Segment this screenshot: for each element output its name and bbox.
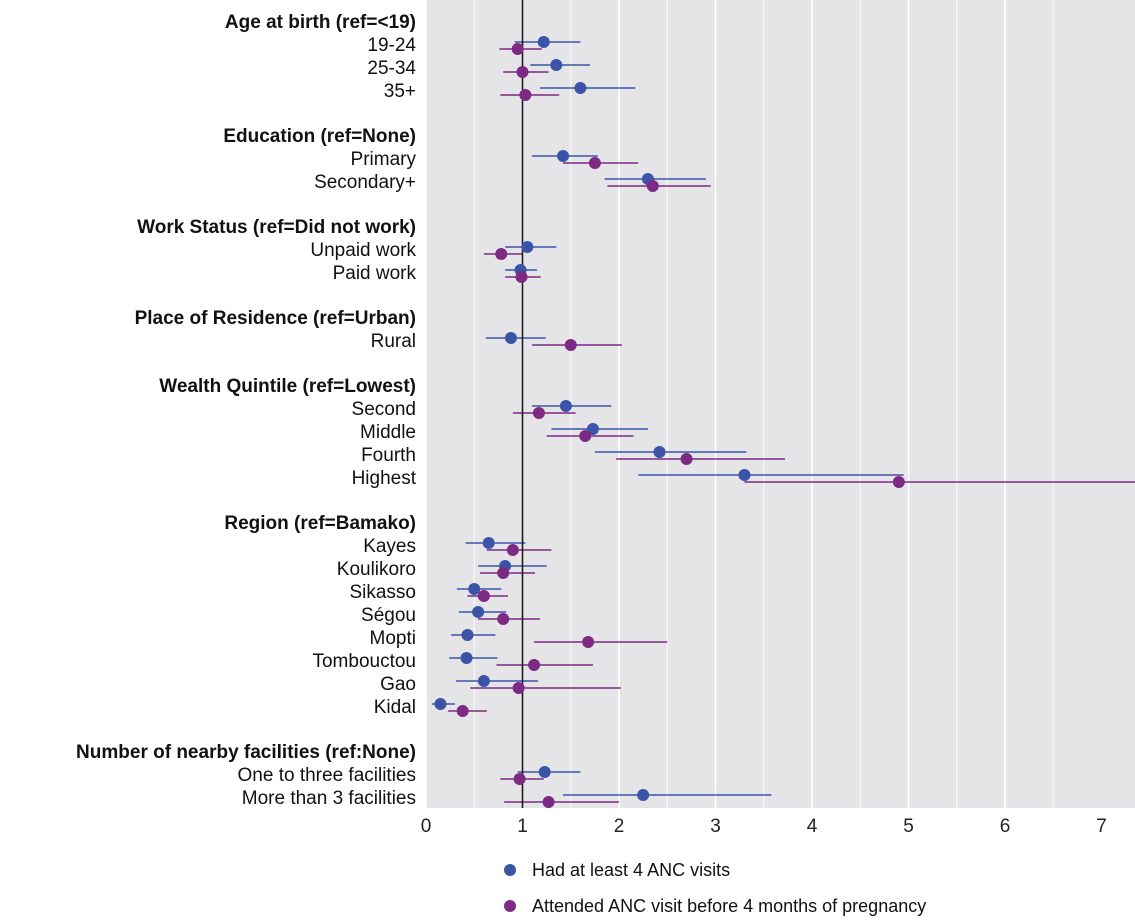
x-tick-label: 3 [710,816,721,837]
point-anc4 [738,469,751,481]
point-early-anc [582,636,595,648]
legend-label: Attended ANC visit before 4 months of pr… [532,896,926,916]
point-early-anc [497,567,510,579]
legend-label: Had at least 4 ANC visits [532,860,730,880]
row-label: 35+ [384,81,416,102]
point-anc4 [504,332,517,344]
x-tick-label: 6 [1000,816,1011,837]
x-tick-label: 5 [903,816,914,837]
point-early-anc [516,66,529,78]
row-label: 25-34 [367,58,416,79]
row-label: Middle [360,422,416,443]
point-estimates [434,36,905,808]
plot-background [426,0,1135,808]
x-tick-label: 2 [614,816,625,837]
point-early-anc [456,705,469,717]
point-anc4 [477,675,490,687]
point-early-anc [646,180,659,192]
point-anc4 [538,766,551,778]
x-tick-label: 0 [421,816,432,837]
point-anc4 [637,789,650,801]
row-label: Kidal [374,697,416,718]
x-tick-label: 7 [1096,816,1107,837]
group-label: Number of nearby facilities (ref:None) [76,742,416,763]
point-early-anc [513,773,526,785]
point-early-anc [680,453,693,465]
point-early-anc [512,682,525,694]
point-anc4 [434,698,447,710]
row-label: 19-24 [367,35,416,56]
point-early-anc [477,590,490,602]
point-anc4 [468,583,481,595]
row-label: Tombouctou [312,651,416,672]
row-label: Paid work [333,263,417,284]
row-label: Sikasso [349,582,416,603]
point-anc4 [586,423,599,435]
row-label: Primary [351,149,417,170]
x-tick-label: 4 [807,816,818,837]
row-label: Secondary+ [314,172,416,193]
legend-marker [504,900,516,912]
row-label: Rural [371,331,416,352]
point-anc4 [460,652,473,664]
row-label: Koulikoro [337,559,416,580]
group-label: Age at birth (ref=<19) [225,12,416,33]
x-tick-label: 1 [517,816,528,837]
point-early-anc [588,157,601,169]
point-anc4 [574,82,587,94]
point-early-anc [515,271,528,283]
row-label: Kayes [363,536,416,557]
point-anc4 [461,629,474,641]
point-anc4 [537,36,550,48]
row-label: One to three facilities [238,765,416,786]
point-anc4 [550,59,563,71]
point-early-anc [892,476,905,488]
point-early-anc [519,89,532,101]
row-label: Fourth [361,445,416,466]
point-anc4 [472,606,485,618]
point-early-anc [564,339,577,351]
point-early-anc [532,407,545,419]
row-label: Unpaid work [310,240,416,261]
point-early-anc [579,430,592,442]
legend: Had at least 4 ANC visits Attended ANC vi… [504,860,926,916]
point-anc4 [653,446,666,458]
point-anc4 [482,537,495,549]
row-label: Second [352,399,416,420]
point-early-anc [495,248,508,260]
point-anc4 [521,241,534,253]
group-label: Region (ref=Bamako) [224,513,416,534]
group-label: Wealth Quintile (ref=Lowest) [159,376,416,397]
point-early-anc [542,796,555,808]
group-label: Place of Residence (ref=Urban) [135,308,416,329]
x-axis-ticks: 0 1 2 3 4 5 6 7 [421,816,1107,837]
point-early-anc [506,544,519,556]
point-anc4 [557,150,570,162]
legend-marker [504,864,516,876]
row-label: Gao [380,674,416,695]
row-label: Highest [352,468,417,489]
group-label: Work Status (ref=Did not work) [137,217,416,238]
row-label: More than 3 facilities [242,788,416,809]
point-early-anc [528,659,541,671]
point-early-anc [511,43,524,55]
group-label: Education (ref=None) [223,126,416,147]
point-early-anc [497,613,510,625]
point-anc4 [559,400,572,412]
row-label: Ségou [361,605,416,626]
row-label: Mopti [370,628,416,649]
